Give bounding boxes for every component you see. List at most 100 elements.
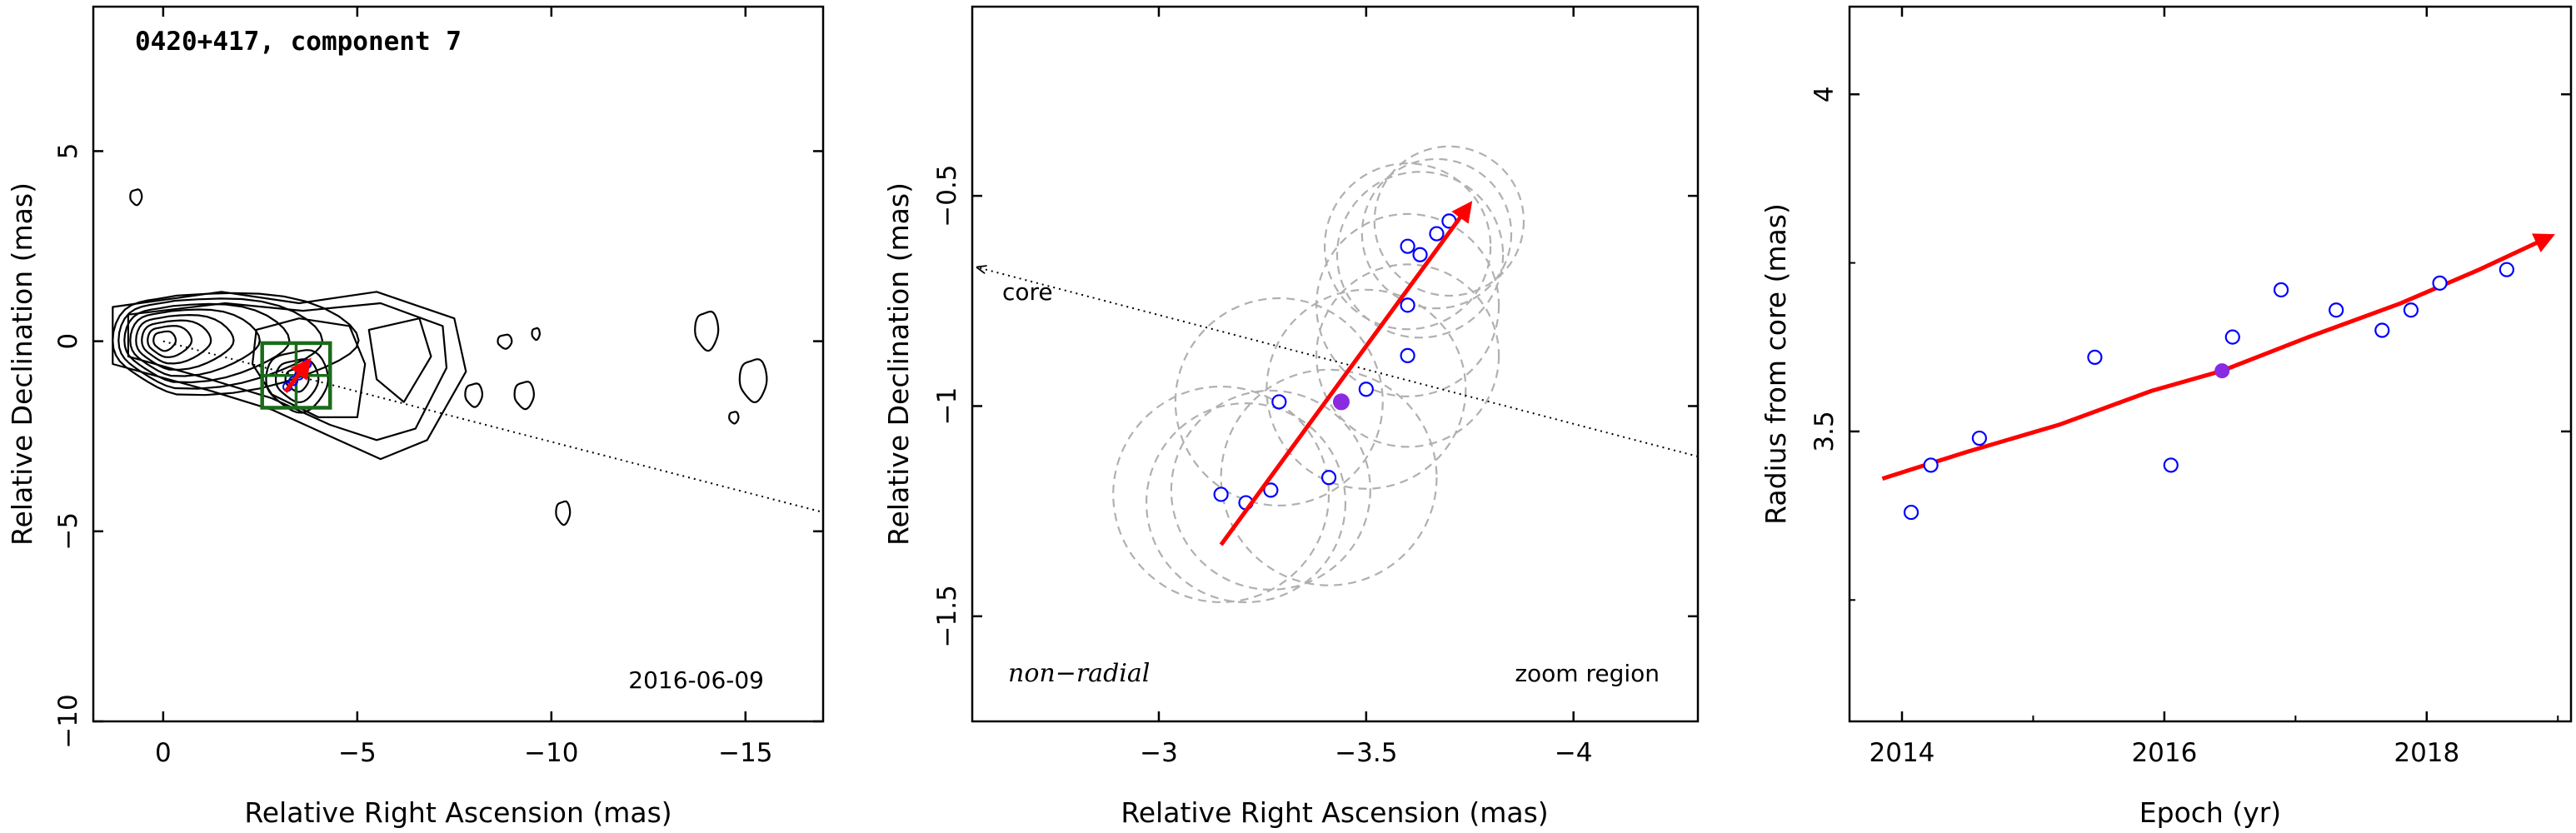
radius-data-point <box>2403 302 2419 318</box>
beam-circle <box>1174 297 1384 506</box>
1-y-tick-label: −1 <box>932 387 962 426</box>
1-y-tick-label: −1.5 <box>932 585 962 647</box>
jet-contour <box>251 317 367 418</box>
2-y-tick-label: 3.5 <box>1810 411 1840 451</box>
zoom-plot-area <box>977 145 1698 604</box>
core-direction-line <box>977 267 1698 458</box>
contour-map-panel: 0 −5 −10 −15 −10 −5 0 5 0420+417, component 7 2… <box>6 5 825 829</box>
epoch-position-marker <box>1412 247 1428 262</box>
0-x-tick-label: −10 <box>524 738 578 768</box>
epoch-position-marker <box>1400 297 1415 313</box>
knot-contour <box>555 500 572 526</box>
contour-map-ticks: 0 −5 −10 −15 −10 −5 0 5 <box>53 7 823 768</box>
knot-contour <box>531 327 542 342</box>
epoch-date-label: 2016-06-09 <box>628 666 764 694</box>
radius-data-point <box>1923 457 1939 473</box>
1-x-tick-label: −3 <box>1140 738 1178 768</box>
2-x-tick-label: 2018 <box>2394 738 2459 768</box>
1-x-tick-label: −3.5 <box>1335 738 1397 768</box>
core-contour <box>112 292 360 397</box>
beam-circle <box>1112 385 1330 603</box>
jet-contour <box>112 291 467 461</box>
knot-contour <box>497 333 513 350</box>
component-contour <box>274 358 320 404</box>
beam-circle <box>1373 145 1525 297</box>
core-contour <box>135 313 235 372</box>
radius-plot-area <box>1881 233 2555 521</box>
jet-contour <box>367 317 432 403</box>
radius-data-point <box>1903 504 1920 521</box>
zoom-y-axis-title: Relative Declination (mas) <box>882 182 915 546</box>
radius-x-axis-title: Epoch (yr) <box>2139 796 2281 829</box>
0-x-tick-label: 0 <box>155 738 172 768</box>
radius-data-point <box>2087 349 2103 366</box>
beam-circle <box>1323 162 1492 331</box>
zoom-ticks: −3 −3.5 −4 −1.5 −1 −0.5 <box>932 7 1698 768</box>
core-contour <box>147 325 193 358</box>
core-contour <box>117 297 324 390</box>
contour-map-y-axis-title: Relative Declination (mas) <box>6 182 38 546</box>
epoch-position-marker <box>1213 486 1229 502</box>
epoch-position-marker <box>1320 470 1337 486</box>
radius-epoch-panel: 2014 2016 2018 3.5 4 Epoch (yr) Radius from … <box>1760 5 2573 829</box>
0-x-tick-label: −15 <box>718 738 772 768</box>
core-label: core <box>1002 278 1053 306</box>
knot-contour <box>513 381 536 411</box>
epoch-position-marker <box>1400 238 1415 254</box>
intensity-contours <box>112 188 768 526</box>
radius-overlays <box>1881 233 2555 521</box>
radius-data-point <box>2374 322 2390 338</box>
radius-data-point <box>2499 262 2514 277</box>
beam-circle <box>1335 171 1505 339</box>
core-contour <box>152 330 177 352</box>
1-x-tick-label: −4 <box>1555 738 1593 768</box>
zoom-frame <box>971 5 1700 723</box>
radius-data-point <box>2224 329 2240 345</box>
epoch-position-marker <box>1263 482 1279 498</box>
zoom-overlays <box>977 145 1698 604</box>
epoch-position-marker <box>1271 394 1287 410</box>
core-contour <box>123 302 291 384</box>
zoom-region-label: zoom region <box>1515 660 1660 687</box>
non-radial-label: non−radial <box>1008 659 1150 688</box>
beam-circle <box>1220 368 1438 586</box>
beam-circle <box>1170 389 1371 591</box>
motion-vector <box>1219 201 1473 546</box>
radius-frame <box>1848 5 2573 723</box>
radius-ticks: 2014 2016 2018 3.5 4 <box>1810 7 2571 768</box>
1-y-tick-label: −0.5 <box>932 164 962 227</box>
epoch-position-marker <box>1429 226 1445 242</box>
beam-circle <box>1266 288 1467 490</box>
radius-data-point <box>2432 275 2448 291</box>
2-x-tick-label: 2016 <box>2131 738 2197 768</box>
radius-data-point <box>2163 457 2179 473</box>
beam-circle <box>1145 402 1347 604</box>
core-contour <box>141 319 212 365</box>
2-y-tick-label: 4 <box>1810 86 1840 102</box>
contour-map-frame <box>92 5 825 723</box>
contour-map-plot-area <box>112 188 823 526</box>
mean-epoch-point <box>2214 363 2230 379</box>
0-x-tick-label: −5 <box>338 738 377 768</box>
2-x-tick-label: 2014 <box>1870 738 1935 768</box>
core-contour <box>129 308 261 377</box>
contour-map-overlays <box>162 340 823 513</box>
motion-vector <box>283 357 312 393</box>
mean-position-marker <box>1332 393 1350 411</box>
source-title: 0420+417, component 7 <box>135 27 462 57</box>
0-y-tick-label: −5 <box>53 512 83 551</box>
epoch-position-marker <box>1358 382 1374 397</box>
jet-contour <box>127 302 448 441</box>
radius-data-point <box>2329 302 2344 318</box>
0-y-tick-label: 0 <box>53 333 83 350</box>
zoom-x-axis-title: Relative Right Ascension (mas) <box>1121 796 1548 829</box>
beam-circle <box>1360 157 1513 310</box>
beam-circle <box>1315 263 1500 448</box>
radius-y-axis-title: Radius from core (mas) <box>1760 203 1792 525</box>
radius-data-point <box>2273 282 2289 298</box>
beam-circle <box>1315 212 1500 397</box>
epoch-position-marker <box>1400 347 1415 364</box>
knot-contour <box>694 310 720 352</box>
knot-contour <box>129 188 143 207</box>
